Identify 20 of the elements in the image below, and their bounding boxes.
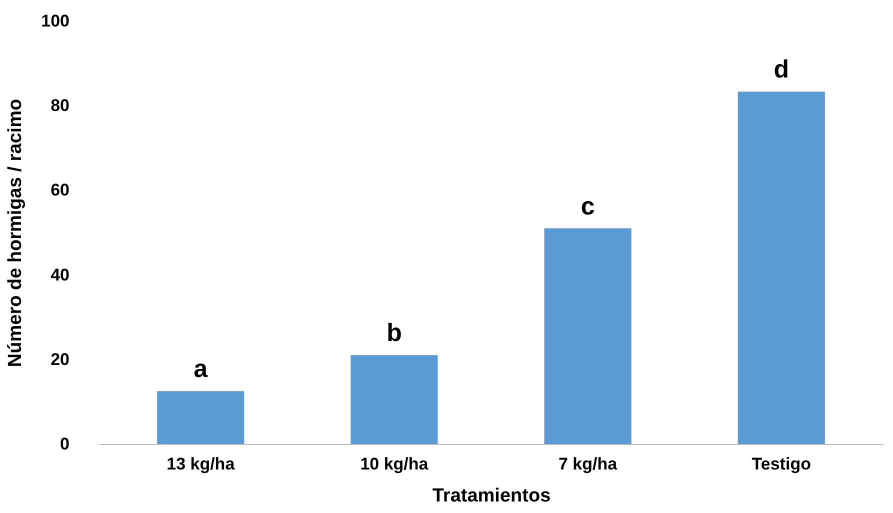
bar bbox=[738, 92, 825, 444]
bar bbox=[157, 391, 244, 444]
y-tick-label: 60 bbox=[50, 180, 70, 200]
y-tick-label: 80 bbox=[50, 96, 70, 116]
y-tick-label: 100 bbox=[41, 12, 70, 30]
bar bbox=[544, 228, 632, 444]
x-tick-label: 10 kg/ha bbox=[360, 454, 429, 474]
x-axis-title: Tratamientos bbox=[432, 486, 551, 506]
y-tick-label: 20 bbox=[50, 350, 70, 369]
y-axis-title: Número de hormigas / racimo bbox=[5, 98, 26, 368]
annotation: d bbox=[774, 56, 790, 84]
x-tick-label: Testigo bbox=[752, 454, 811, 474]
annotation: b bbox=[386, 319, 402, 348]
bar bbox=[350, 355, 438, 444]
y-tick-label: 0 bbox=[60, 434, 70, 454]
x-tick-label: 13 kg/ha bbox=[166, 454, 236, 474]
x-tick-label: 7 kg/ha bbox=[558, 454, 618, 474]
y-tick-label: 40 bbox=[50, 265, 70, 284]
annotation: c bbox=[580, 192, 595, 220]
annotation: a bbox=[194, 355, 209, 384]
